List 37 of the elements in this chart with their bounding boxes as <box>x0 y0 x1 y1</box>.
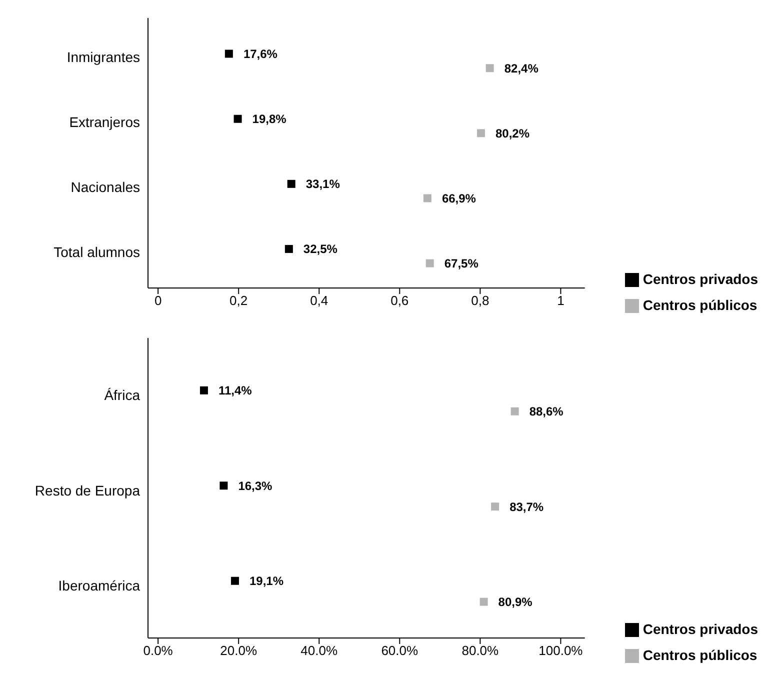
x-tick-label: 0.0% <box>143 643 174 658</box>
x-tick-label: 0 <box>154 293 162 308</box>
data-label: 83,7% <box>510 500 544 514</box>
x-tick-label: 0,6 <box>390 293 409 308</box>
data-label: 16,3% <box>238 478 273 493</box>
data-label: 88,6% <box>529 404 564 419</box>
x-tick-label: 1 <box>557 293 564 308</box>
x-tick-label: 100.0% <box>538 643 584 658</box>
x-tick-label: 0,8 <box>471 293 490 308</box>
legend-label: Centros privados <box>642 271 758 287</box>
data-label: 11,4% <box>218 384 252 398</box>
data-label: 17,6% <box>243 47 278 62</box>
data-label: 19,1% <box>249 574 284 588</box>
data-label: 33,1% <box>306 177 340 192</box>
y-tick-label: Iberoamérica <box>58 578 140 594</box>
legend-label: Centros públicos <box>642 297 758 313</box>
y-tick-label: Inmigrantes <box>66 49 140 66</box>
data-label: 66,9% <box>442 191 476 206</box>
x-tick-label: 0,2 <box>230 293 248 308</box>
x-tick-label: 40.0% <box>300 643 338 658</box>
y-tick-label: África <box>104 387 140 404</box>
legend-label: Centros públicos <box>642 647 758 663</box>
x-tick-label: 20.0% <box>220 643 258 658</box>
data-label: 80,9% <box>498 595 533 610</box>
data-label: 82,4% <box>504 61 539 76</box>
legend-label: Centros privados <box>642 621 758 637</box>
y-tick-label: Resto de Europa <box>34 482 140 498</box>
y-tick-label: Extranjeros <box>69 114 140 130</box>
data-label: 19,8% <box>252 112 287 126</box>
x-tick-label: 60.0% <box>381 643 419 658</box>
x-tick-label: 0,4 <box>310 293 328 308</box>
x-tick-label: 80.0% <box>462 643 500 658</box>
data-label: 32,5% <box>303 242 338 256</box>
y-tick-label: Total alumnos <box>54 244 140 260</box>
y-tick-label: Nacionales <box>70 179 140 196</box>
data-label: 67,5% <box>444 256 479 271</box>
data-label: 80,2% <box>495 126 530 140</box>
